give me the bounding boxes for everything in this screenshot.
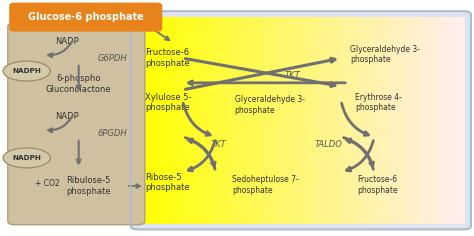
Bar (346, 17, 354, 223)
Bar (405, 17, 413, 223)
Bar (353, 17, 360, 223)
Text: 6PGDH: 6PGDH (98, 129, 127, 138)
Bar (255, 17, 263, 223)
Bar (359, 17, 367, 223)
Bar (222, 17, 230, 223)
FancyArrowPatch shape (188, 141, 215, 171)
FancyArrowPatch shape (129, 184, 140, 188)
FancyArrowPatch shape (183, 103, 210, 135)
Text: Glyceraldehyde 3-
phosphate: Glyceraldehyde 3- phosphate (350, 45, 420, 64)
Bar (392, 17, 400, 223)
Bar (385, 17, 393, 223)
Bar (281, 17, 289, 223)
FancyArrowPatch shape (342, 103, 368, 135)
Bar (366, 17, 374, 223)
FancyBboxPatch shape (9, 3, 162, 32)
Text: Erythrose 4-
phosphate: Erythrose 4- phosphate (355, 93, 402, 112)
Bar (216, 17, 223, 223)
Bar (183, 17, 191, 223)
FancyArrowPatch shape (145, 23, 169, 40)
Bar (164, 17, 171, 223)
Bar (177, 17, 184, 223)
Bar (438, 17, 445, 223)
Bar (320, 17, 328, 223)
Text: NADP: NADP (55, 37, 79, 46)
FancyArrowPatch shape (48, 41, 73, 57)
Bar (333, 17, 341, 223)
Bar (314, 17, 321, 223)
Bar (210, 17, 217, 223)
Bar (242, 17, 250, 223)
Bar (138, 17, 145, 223)
Bar (229, 17, 237, 223)
Bar (307, 17, 315, 223)
Bar (294, 17, 302, 223)
Text: + CO2: + CO2 (35, 179, 59, 188)
FancyArrowPatch shape (346, 141, 374, 171)
Bar (327, 17, 334, 223)
FancyArrowPatch shape (189, 81, 345, 85)
Text: NADPH: NADPH (12, 68, 41, 74)
Bar (373, 17, 380, 223)
Text: G6PDH: G6PDH (98, 54, 127, 63)
Bar (144, 17, 152, 223)
Bar (262, 17, 269, 223)
Bar (451, 17, 458, 223)
Bar (379, 17, 386, 223)
Bar (418, 17, 426, 223)
Bar (203, 17, 210, 223)
Bar (236, 17, 243, 223)
Text: Xylulose 5-
phosphate: Xylulose 5- phosphate (145, 93, 191, 112)
FancyArrowPatch shape (77, 66, 81, 89)
Text: NADP: NADP (55, 112, 79, 121)
Text: Ribulose-5
phosphate: Ribulose-5 phosphate (66, 176, 110, 196)
Bar (170, 17, 178, 223)
FancyArrowPatch shape (346, 139, 374, 169)
Bar (457, 17, 465, 223)
Text: Glyceraldehyde 3-
phosphate: Glyceraldehyde 3- phosphate (235, 95, 305, 115)
Bar (340, 17, 347, 223)
Text: NADPH: NADPH (12, 155, 41, 161)
Bar (190, 17, 197, 223)
FancyBboxPatch shape (131, 11, 471, 229)
Bar (151, 17, 158, 223)
Bar (399, 17, 406, 223)
Text: TALDO: TALDO (315, 140, 343, 149)
Text: Glucose-6 phosphate: Glucose-6 phosphate (28, 12, 144, 22)
Bar (275, 17, 282, 223)
Bar (444, 17, 452, 223)
Text: Fructose-6
phosphate: Fructose-6 phosphate (357, 175, 398, 194)
Bar (249, 17, 256, 223)
Bar (425, 17, 432, 223)
FancyArrowPatch shape (48, 116, 73, 132)
Bar (301, 17, 308, 223)
Bar (268, 17, 276, 223)
Bar (196, 17, 204, 223)
FancyBboxPatch shape (8, 23, 145, 225)
Bar (157, 17, 165, 223)
FancyArrowPatch shape (344, 138, 374, 166)
FancyArrowPatch shape (185, 59, 335, 86)
Text: Fructose-6
phosphate: Fructose-6 phosphate (145, 48, 190, 68)
Text: Ribose-5
phosphate: Ribose-5 phosphate (145, 173, 190, 192)
Ellipse shape (3, 148, 50, 168)
Bar (431, 17, 439, 223)
Text: 6-phospho
Gluconolactone: 6-phospho Gluconolactone (46, 74, 111, 94)
Text: TKT: TKT (284, 71, 300, 80)
Ellipse shape (3, 61, 50, 81)
Bar (288, 17, 295, 223)
Bar (412, 17, 419, 223)
Text: Sedoheptulose 7-
phosphate: Sedoheptulose 7- phosphate (232, 175, 299, 194)
FancyArrowPatch shape (188, 139, 215, 169)
FancyArrowPatch shape (185, 58, 335, 89)
FancyArrowPatch shape (185, 138, 215, 166)
Text: TKT: TKT (211, 140, 227, 149)
FancyArrowPatch shape (77, 141, 81, 163)
